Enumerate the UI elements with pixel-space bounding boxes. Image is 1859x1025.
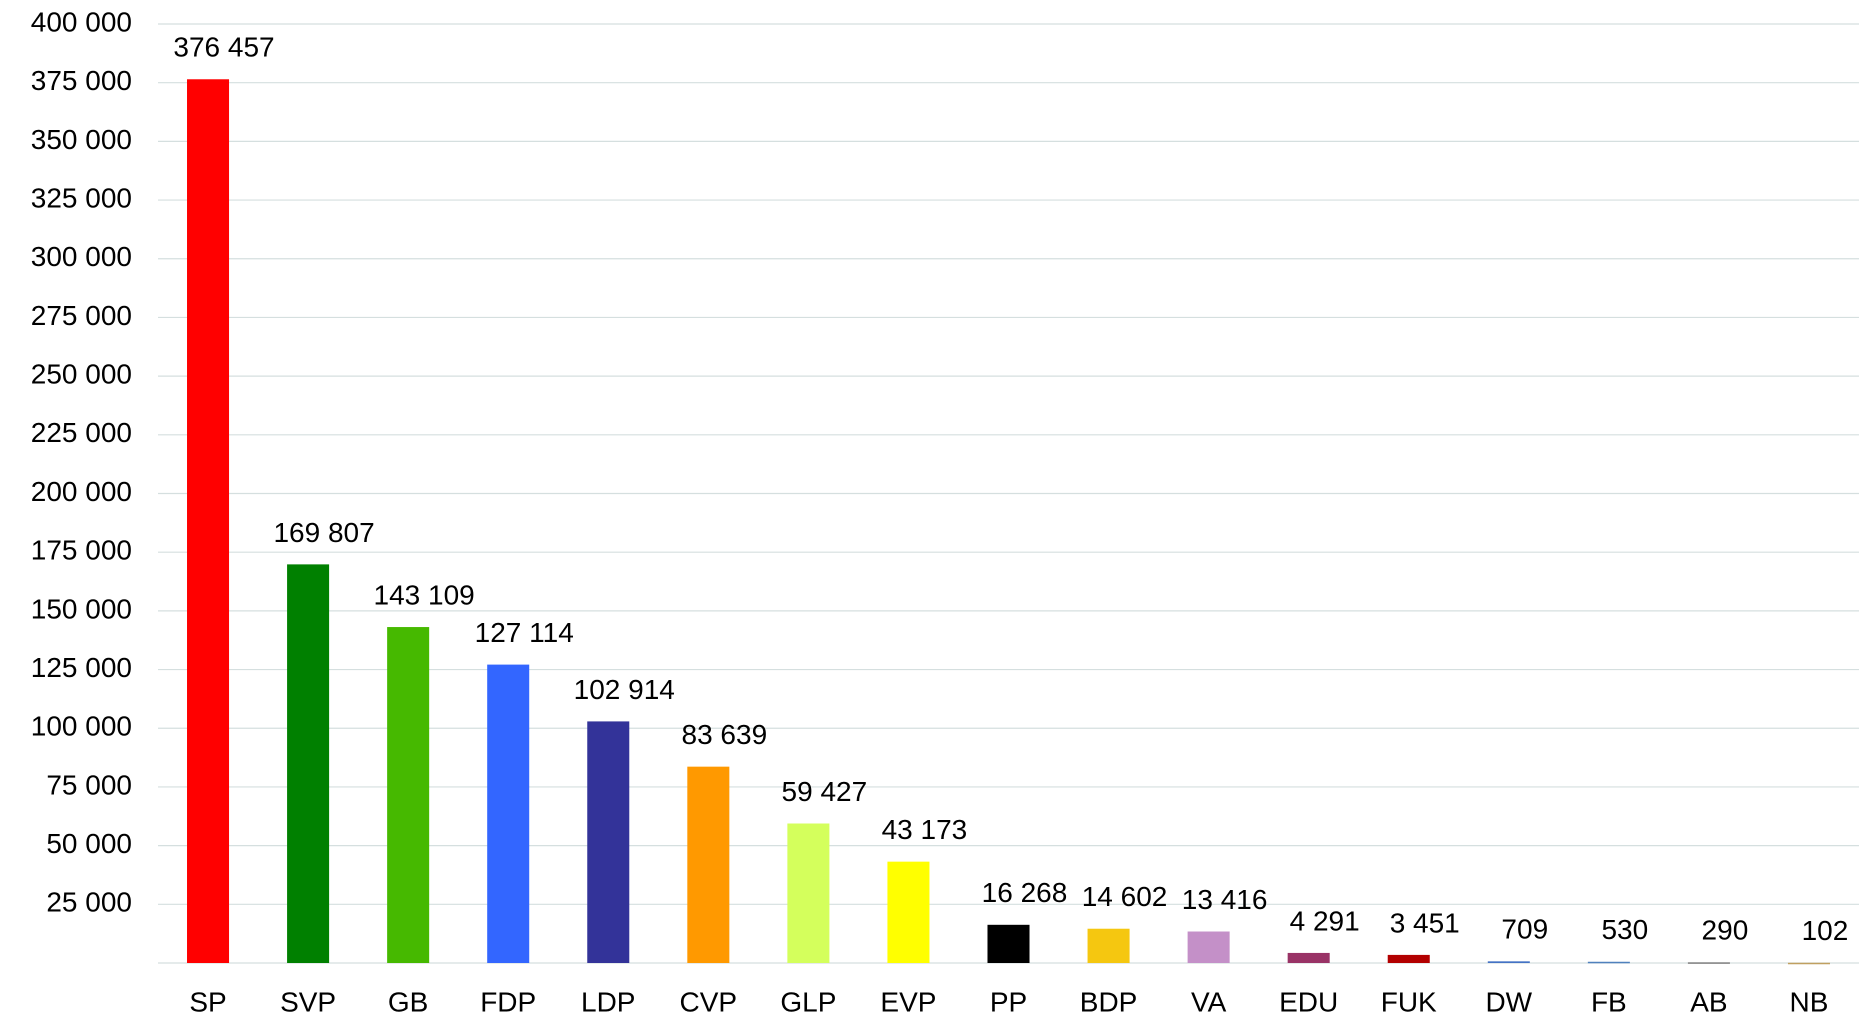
value-label: 13 416 xyxy=(1182,884,1268,915)
x-tick-label: FDP xyxy=(480,986,536,1017)
value-label: 143 109 xyxy=(374,579,475,610)
x-tick-label: CVP xyxy=(680,986,738,1017)
y-tick-label: 375 000 xyxy=(31,65,132,96)
x-tick-label: NB xyxy=(1790,986,1829,1017)
y-tick-label: 75 000 xyxy=(46,769,132,800)
y-tick-label: 200 000 xyxy=(31,476,132,507)
value-label: 169 807 xyxy=(273,517,374,548)
y-tick-label: 25 000 xyxy=(46,887,132,918)
y-tick-label: 250 000 xyxy=(31,359,132,390)
value-label: 102 914 xyxy=(574,674,675,705)
bar xyxy=(1187,931,1230,963)
value-label: 376 457 xyxy=(173,32,274,63)
x-tick-label: VA xyxy=(1191,986,1227,1017)
y-tick-label: 175 000 xyxy=(31,535,132,566)
y-tick-label: 225 000 xyxy=(31,417,132,448)
value-label: 43 173 xyxy=(882,814,968,845)
x-tick-label: AB xyxy=(1690,986,1727,1017)
y-tick-label: 150 000 xyxy=(31,593,132,624)
x-tick-label: PP xyxy=(990,986,1027,1017)
x-tick-label: GB xyxy=(388,986,428,1017)
bar xyxy=(387,627,430,963)
y-tick-label: 100 000 xyxy=(31,711,132,742)
y-tick-label: 400 000 xyxy=(31,6,132,37)
value-label: 102 xyxy=(1802,915,1849,946)
value-label: 3 451 xyxy=(1390,907,1460,938)
x-tick-label: FUK xyxy=(1381,986,1437,1017)
bar xyxy=(287,564,330,963)
x-tick-label: DW xyxy=(1485,986,1532,1017)
y-tick-label: 50 000 xyxy=(46,828,132,859)
x-tick-label: SVP xyxy=(280,986,336,1017)
bar xyxy=(1487,961,1530,963)
bar xyxy=(187,79,230,963)
x-tick-label: EDU xyxy=(1279,986,1338,1017)
bar xyxy=(1787,962,1830,965)
bar xyxy=(487,664,530,963)
bar xyxy=(987,924,1030,963)
y-tick-label: 300 000 xyxy=(31,241,132,272)
x-tick-label: FB xyxy=(1591,986,1627,1017)
bar xyxy=(1387,954,1430,963)
bar xyxy=(1687,962,1730,964)
y-tick-label: 275 000 xyxy=(31,300,132,331)
value-label: 290 xyxy=(1702,915,1749,946)
x-tick-label: BDP xyxy=(1080,986,1138,1017)
x-tick-label: SP xyxy=(189,986,226,1017)
value-label: 16 268 xyxy=(982,877,1068,908)
y-tick-label: 350 000 xyxy=(31,124,132,155)
value-label: 4 291 xyxy=(1290,905,1360,936)
x-tick-label: EVP xyxy=(880,986,936,1017)
x-tick-label: LDP xyxy=(581,986,635,1017)
bar xyxy=(1587,961,1630,964)
value-label: 14 602 xyxy=(1082,881,1168,912)
bar xyxy=(1287,952,1330,963)
value-label: 530 xyxy=(1601,914,1648,945)
bar xyxy=(887,861,930,963)
value-label: 83 639 xyxy=(682,719,768,750)
bar xyxy=(787,823,830,963)
value-label: 127 114 xyxy=(475,617,574,648)
bar xyxy=(1087,928,1130,963)
bar xyxy=(687,766,730,963)
value-label: 59 427 xyxy=(782,776,868,807)
y-tick-label: 325 000 xyxy=(31,182,132,213)
value-label: 709 xyxy=(1501,914,1548,945)
x-tick-label: GLP xyxy=(780,986,836,1017)
bar xyxy=(587,721,630,963)
y-tick-label: 125 000 xyxy=(31,652,132,683)
